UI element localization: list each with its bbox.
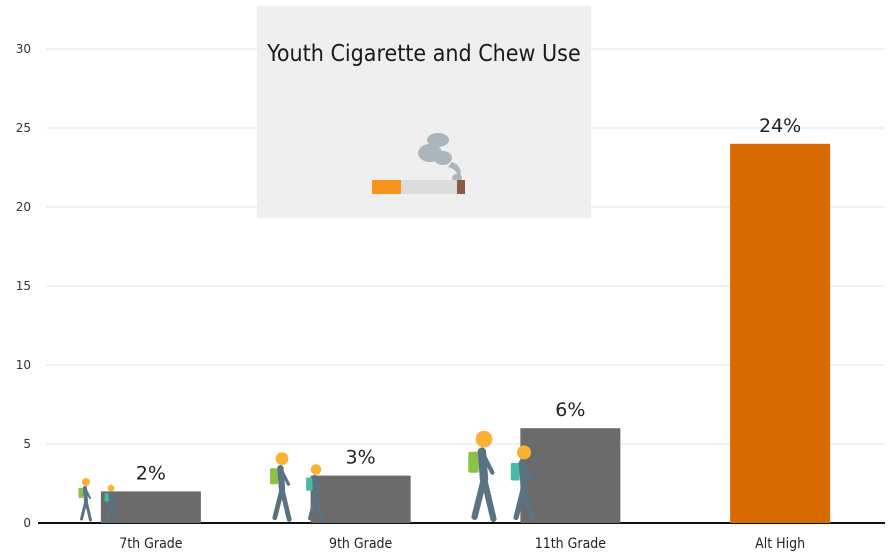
y-tick-label: 25 [16, 121, 31, 135]
bar [520, 428, 621, 523]
backpack [104, 493, 109, 502]
arm [522, 464, 533, 483]
leg [279, 486, 292, 522]
bars [100, 143, 831, 524]
student-figure [468, 430, 497, 523]
student-figure [270, 452, 292, 522]
data-label: 3% [346, 447, 376, 469]
data-label: 2% [136, 462, 166, 484]
head [82, 478, 90, 486]
y-tick-label: 5 [23, 437, 31, 451]
leg [480, 475, 497, 523]
arm [280, 469, 291, 486]
data-label: 24% [759, 115, 801, 137]
head [107, 484, 115, 492]
head [275, 452, 289, 465]
bar [730, 143, 831, 524]
head [516, 445, 532, 460]
head [475, 430, 493, 448]
arm [481, 453, 495, 475]
students-walking-icon [78, 478, 117, 522]
backpack [270, 468, 278, 485]
student-figure [306, 464, 324, 522]
head [310, 464, 322, 475]
arm [85, 489, 91, 499]
x-tick-label: 11th Grade [535, 536, 607, 552]
bar [100, 491, 201, 523]
leg [521, 483, 535, 522]
x-tick-label: 9th Grade [329, 536, 393, 552]
leg [314, 492, 324, 522]
leg [109, 502, 117, 522]
leg [84, 499, 92, 522]
x-tick-label: 7th Grade [119, 536, 183, 552]
students-walking-icon [468, 430, 535, 523]
arm [314, 478, 323, 492]
y-tick-label: 10 [16, 358, 31, 372]
data-label: 6% [555, 399, 585, 421]
backpack [468, 451, 479, 473]
student-figure [510, 445, 535, 522]
labels: 0 5 10 15 20 25 30 2% 7th Grade 3% 9th Grade 6% 11th… [16, 42, 805, 552]
students-walking-icon [270, 452, 324, 522]
backpack [78, 488, 84, 498]
student-figure [104, 484, 117, 522]
y-tick-label: 15 [16, 279, 31, 293]
arm [110, 494, 116, 503]
bar [310, 475, 411, 523]
cigarette-icon [372, 133, 465, 194]
y-tick-label: 0 [23, 516, 31, 530]
student-icons [78, 430, 535, 523]
chart-title: Youth Cigarette and Chew Use [267, 41, 581, 67]
backpack [510, 462, 520, 481]
y-tick-label: 30 [16, 42, 31, 56]
student-figure [78, 478, 92, 522]
backpack [306, 477, 313, 491]
y-tick-label: 20 [16, 200, 31, 214]
x-tick-label: Alt High [755, 536, 805, 552]
title-panel: Youth Cigarette and Chew Use [257, 6, 591, 218]
